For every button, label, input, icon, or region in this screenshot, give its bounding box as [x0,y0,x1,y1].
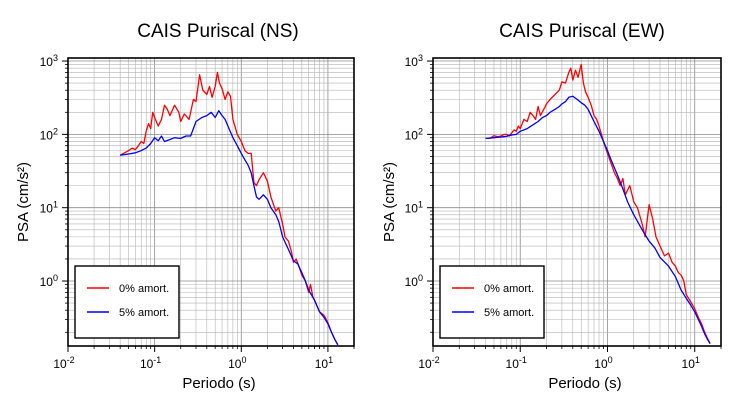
chart-title: CAIS Puriscal (EW) [499,21,665,42]
legend-box [74,265,180,339]
plot-frame [67,57,355,347]
grid [67,58,355,346]
y-tick-label: 102 [40,126,58,142]
plot-frame [432,57,722,347]
series-line-damped [120,110,339,346]
y-tick-label: 100 [40,273,58,289]
y-tick-label: 102 [405,126,423,142]
y-axis-label: PSA (cm/s²) [15,162,32,242]
x-tick-label: 101 [315,355,333,371]
series-line-undamped [485,63,711,344]
x-axis-label: Periodo (s) [548,375,621,392]
chart-panel-2: 10-2 10-1 100 101 100 101 102 103 CAIS Puriscal … [381,21,722,392]
x-tick-label: 100 [228,355,246,371]
chart-panel-1: 10-2 10-1 100 101 100 101 102 103 CAIS Puriscal … [15,21,355,392]
y-tick-label: 101 [40,200,58,216]
series-line-damped [485,95,711,344]
y-tick-label: 101 [405,200,423,216]
x-tick-label: 10-1 [140,355,161,371]
x-tick-label: 10-2 [418,355,439,371]
x-tick-label: 100 [594,355,612,371]
legend-label: 0% amort. [119,283,169,295]
x-tick-label: 101 [682,355,700,371]
legend-label: 5% amort. [119,307,169,319]
legend: 0% amort. 5% amort. [439,265,545,339]
x-tick-label: 10-1 [506,355,527,371]
y-tick-label: 100 [405,273,423,289]
y-axis-label: PSA (cm/s²) [381,162,398,242]
y-tick-label: 103 [40,53,58,69]
chart-title: CAIS Puriscal (NS) [137,21,299,42]
legend: 0% amort. 5% amort. [74,265,180,339]
y-tick-label: 103 [405,53,423,69]
legend-label: 5% amort. [484,307,534,319]
legend-label: 0% amort. [484,283,534,295]
legend-box [439,265,545,339]
x-axis-label: Periodo (s) [182,375,255,392]
x-tick-label: 10-2 [53,355,74,371]
